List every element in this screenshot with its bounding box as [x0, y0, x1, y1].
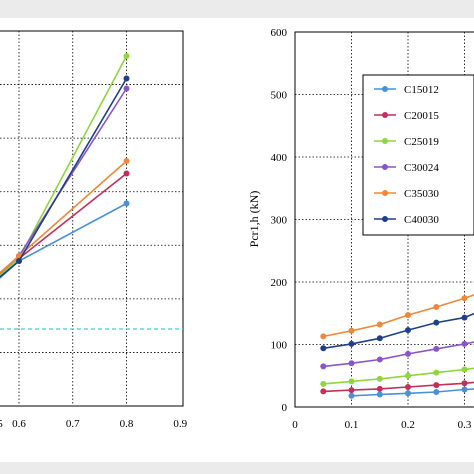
x-tick-label: 0.2	[401, 419, 415, 431]
data-point	[123, 85, 130, 92]
bottom-strip	[0, 462, 474, 474]
legend-swatch-marker	[382, 138, 388, 144]
data-point	[376, 385, 383, 392]
series-line	[323, 294, 474, 338]
data-point	[348, 360, 355, 367]
data-point	[405, 350, 411, 357]
data-point	[461, 295, 468, 302]
data-point	[320, 388, 327, 395]
series-c20015	[0, 170, 130, 276]
data-point	[348, 327, 355, 334]
data-point	[123, 53, 130, 59]
data-point	[433, 369, 440, 376]
data-point	[405, 390, 411, 397]
series-c15012	[348, 386, 474, 399]
data-point	[461, 366, 468, 373]
data-point	[461, 340, 468, 347]
series-line	[0, 55, 128, 277]
series-line	[351, 388, 474, 397]
data-point	[376, 335, 383, 342]
data-point	[320, 380, 327, 387]
x-tick-label: 0.7	[66, 418, 80, 430]
y-tick-label: 100	[271, 340, 288, 352]
data-point	[433, 382, 440, 389]
series-c35030	[320, 294, 474, 340]
data-point	[405, 327, 411, 334]
x-tick-label: 0.1	[345, 419, 359, 431]
data-point	[320, 345, 327, 352]
legend-label: C30024	[404, 162, 439, 174]
legend-swatch-marker	[382, 112, 388, 118]
y-tick-label: 500	[271, 90, 288, 102]
data-point	[461, 314, 468, 321]
data-point	[123, 75, 130, 82]
data-point	[461, 380, 468, 387]
data-point	[433, 345, 440, 352]
data-point	[405, 372, 411, 379]
data-point	[348, 392, 355, 399]
data-point	[376, 391, 383, 398]
plot-frame-right	[294, 31, 474, 408]
data-point	[123, 200, 130, 207]
series-c30024	[320, 340, 474, 370]
y-axis-title: Pcr1,h (kN)	[247, 191, 261, 248]
data-point	[461, 386, 468, 393]
x-tick-label: 0.6	[12, 418, 26, 430]
data-point	[376, 375, 383, 382]
y-tick-label: 0	[282, 402, 288, 414]
legend-label: C35030	[404, 188, 439, 200]
legend-swatch-marker	[382, 216, 388, 222]
series-c25019	[320, 366, 474, 387]
legend-label: C20015	[404, 110, 439, 122]
legend-swatch-marker	[382, 164, 388, 170]
series-line	[323, 312, 474, 350]
series-c40030	[0, 75, 130, 278]
legend-swatch-marker	[382, 86, 388, 92]
data-point	[405, 312, 411, 319]
y-tick-label: 300	[271, 215, 288, 227]
data-point	[320, 333, 327, 340]
series-c35030	[0, 158, 130, 274]
data-point	[123, 170, 130, 177]
y-tick-label: 400	[271, 152, 288, 164]
y-tick-label: 600	[271, 27, 288, 39]
legend-label: C25019	[404, 136, 439, 148]
data-point	[376, 321, 383, 328]
data-point	[320, 363, 327, 370]
legend-swatch-marker	[382, 190, 388, 196]
legend-label: C40030	[404, 214, 439, 226]
data-point	[433, 304, 440, 310]
series-line	[323, 341, 474, 368]
x-tick-label-partial: 5	[0, 418, 3, 430]
data-point	[16, 258, 22, 264]
data-point	[433, 319, 440, 326]
x-tick-label: 0.8	[120, 418, 134, 430]
legend-box	[362, 74, 474, 236]
data-point	[376, 356, 383, 363]
y-tick-label: 200	[271, 277, 288, 289]
x-tick-label: 0.3	[458, 419, 472, 431]
plot-frame-left	[0, 30, 184, 407]
data-point	[433, 389, 440, 395]
series-c30024	[0, 85, 130, 274]
legend-label: C15012	[404, 84, 439, 96]
data-point	[348, 378, 355, 385]
top-strip	[0, 0, 474, 18]
series-c20015	[320, 380, 474, 395]
x-tick-label: 0	[292, 419, 298, 431]
data-point	[405, 384, 411, 390]
series-c40030	[320, 312, 474, 352]
data-point	[123, 158, 130, 164]
series-line	[323, 367, 474, 385]
series-c25019	[0, 53, 130, 277]
data-point	[348, 387, 355, 394]
x-tick-label: 0.9	[173, 418, 187, 430]
data-point	[348, 340, 355, 347]
